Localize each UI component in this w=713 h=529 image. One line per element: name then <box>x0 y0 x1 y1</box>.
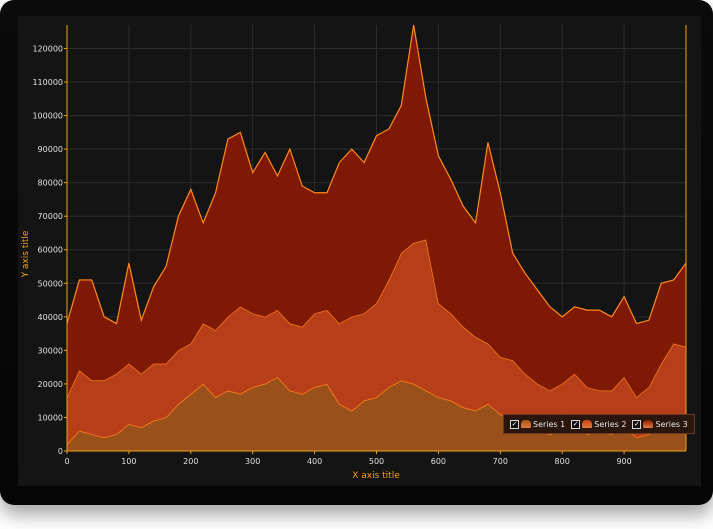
series-areas <box>66 24 687 451</box>
checkbox-icon[interactable]: ✓ <box>632 419 642 429</box>
checkbox-icon[interactable]: ✓ <box>510 419 519 429</box>
chart-legend: ✓ Series 1 ✓ Series 2 ✓ Series 3 <box>503 414 695 434</box>
y-tick-label: 40000 <box>38 313 63 322</box>
x-tick-label: 100 <box>121 457 136 466</box>
x-tick-label: 900 <box>616 457 631 466</box>
x-tick-label: 500 <box>369 457 384 466</box>
y-tick-label: 110000 <box>32 78 63 87</box>
tick-labels: 0100002000030000400005000060000700008000… <box>32 44 631 466</box>
x-tick-label: 700 <box>493 457 508 466</box>
legend-item-series-2[interactable]: ✓ Series 2 <box>571 419 627 429</box>
x-tick-label: 200 <box>183 457 198 466</box>
x-tick-label: 600 <box>431 457 446 466</box>
y-tick-label: 50000 <box>38 279 63 288</box>
y-tick-label: 70000 <box>38 212 63 221</box>
legend-label: Series 2 <box>594 419 627 429</box>
series-swatch-icon <box>521 420 531 428</box>
y-tick-label: 0 <box>58 447 63 456</box>
legend-item-series-3[interactable]: ✓ Series 3 <box>632 419 688 429</box>
device-frame: 0 10000 20000 30000 40000 50000 60000 70000 8000… <box>0 0 713 505</box>
y-tick-label: 60000 <box>38 246 63 255</box>
y-tick-label: 10000 <box>38 413 63 422</box>
y-tick-label: 30000 <box>38 346 63 355</box>
x-tick-label: 800 <box>555 457 570 466</box>
y-tick-label: 80000 <box>38 179 63 188</box>
legend-label: Series 3 <box>655 419 688 429</box>
y-tick-label: 120000 <box>32 44 63 53</box>
y-tick-label: 20000 <box>38 380 63 389</box>
series-2-area <box>67 239 686 445</box>
series-swatch-icon <box>582 420 593 428</box>
series-3-line <box>66 24 687 325</box>
legend-item-series-1[interactable]: ✓ Series 1 <box>510 419 566 429</box>
x-tick-label: 300 <box>245 457 260 466</box>
y-tick-label: 100000 <box>32 112 63 121</box>
area-chart: 0100002000030000400005000060000700008000… <box>21 24 687 481</box>
y-axis-title: Y axis title <box>21 230 31 278</box>
checkbox-icon[interactable]: ✓ <box>571 419 581 429</box>
x-axis-title: X axis title <box>352 471 400 481</box>
x-tick-label: 0 <box>64 457 69 466</box>
chart-screen: 0 10000 20000 30000 40000 50000 60000 70000 8000… <box>18 16 701 486</box>
y-tick-label: 90000 <box>38 145 63 154</box>
x-tick-label: 400 <box>307 457 322 466</box>
legend-label: Series 1 <box>533 419 566 429</box>
series-3-area <box>67 25 686 398</box>
series-swatch-icon <box>643 420 654 428</box>
